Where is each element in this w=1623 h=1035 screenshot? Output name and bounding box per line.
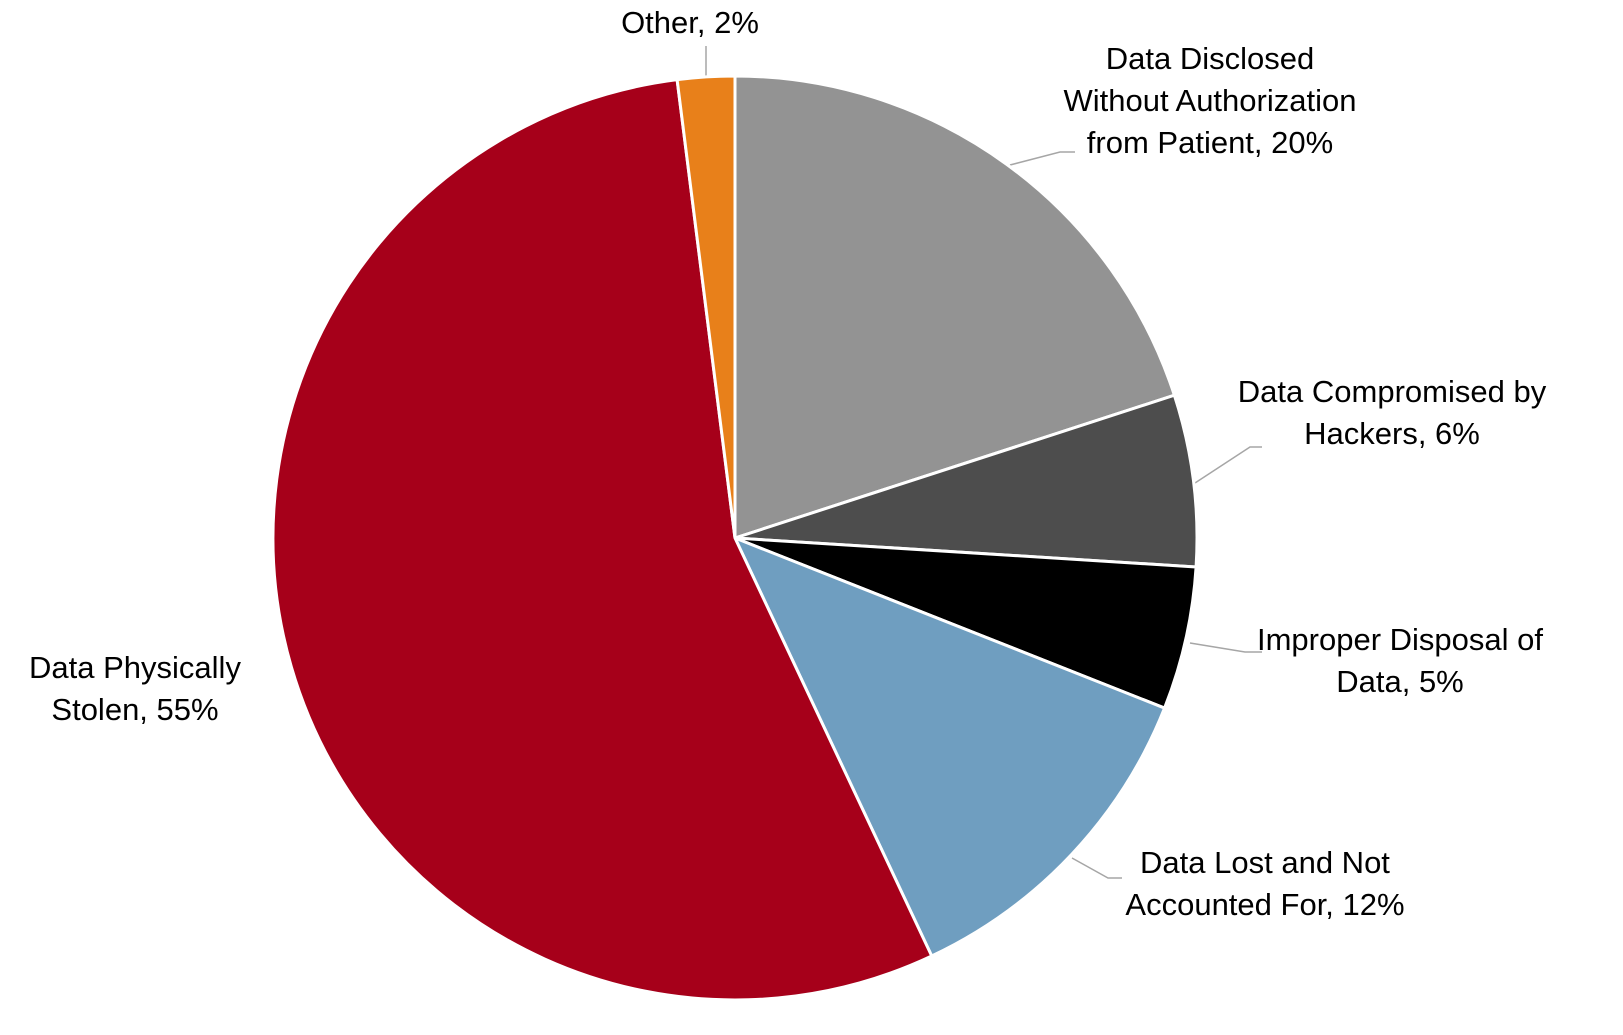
data-label: Other, 2% xyxy=(621,5,759,40)
pie-slice xyxy=(675,74,737,539)
pie-slice xyxy=(734,536,1198,711)
leader-line xyxy=(1071,857,1122,879)
pie-slice xyxy=(732,535,1167,959)
data-label: Data Disclosed Without Authorization fro… xyxy=(1063,41,1357,160)
data-label: Data Compromised by Hackers, 6% xyxy=(1237,374,1547,451)
leader-lines xyxy=(705,46,1262,879)
leader-line xyxy=(1194,446,1262,484)
pie-slice xyxy=(271,77,934,1002)
pie-slice xyxy=(734,393,1199,569)
data-label: Improper Disposal of Data, 5% xyxy=(1256,622,1543,699)
pie-slice xyxy=(733,74,1177,541)
leader-line xyxy=(1009,151,1075,166)
data-label: Data Lost and Not Accounted For, 12% xyxy=(1125,845,1405,922)
leader-line xyxy=(1189,642,1262,653)
data-label: Data Physically Stolen, 55% xyxy=(29,650,241,727)
